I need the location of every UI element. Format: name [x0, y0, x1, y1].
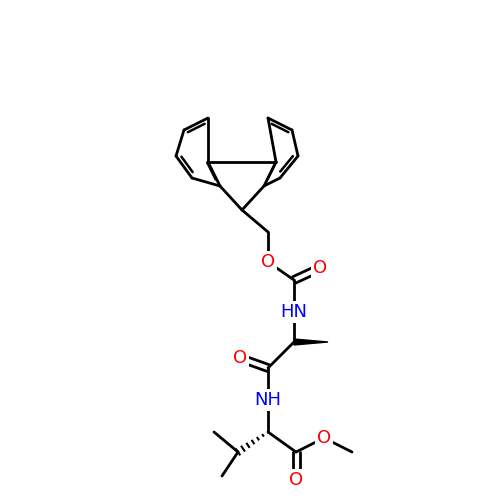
Text: O: O	[317, 429, 331, 447]
Text: HN: HN	[280, 303, 307, 321]
Text: O: O	[233, 349, 247, 367]
Polygon shape	[294, 339, 328, 345]
Text: O: O	[313, 259, 327, 277]
Text: O: O	[261, 253, 275, 271]
Text: O: O	[289, 471, 303, 489]
Text: NH: NH	[254, 391, 281, 409]
